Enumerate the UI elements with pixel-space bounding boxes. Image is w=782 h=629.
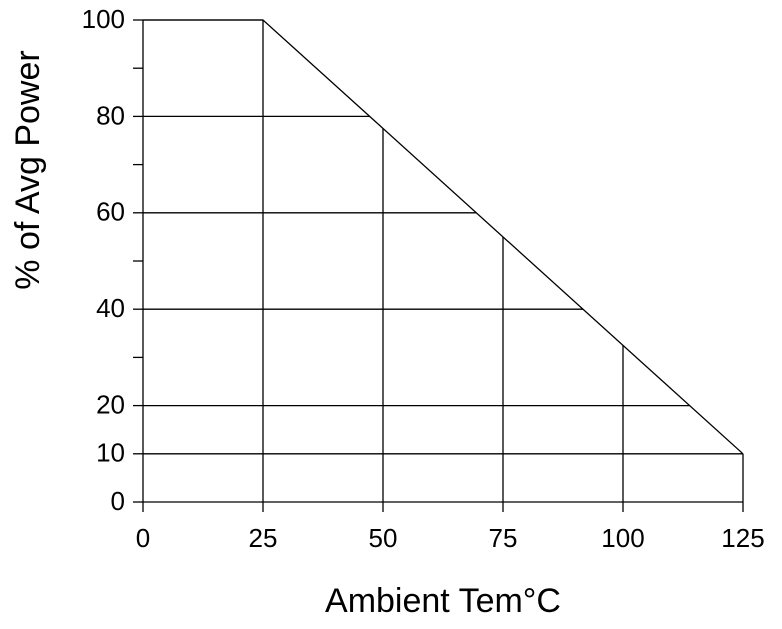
y-tick-label: 80 [96, 100, 125, 130]
x-tick-label: 75 [489, 523, 518, 553]
y-axis-title: % of Avg Power [9, 50, 47, 289]
x-axis-title: Ambient Tem°C [325, 582, 561, 620]
y-tick-label: 10 [96, 438, 125, 468]
x-tick-label: 25 [249, 523, 278, 553]
x-tick-label: 50 [369, 523, 398, 553]
line [143, 19, 744, 455]
y-tick-label: 100 [82, 4, 125, 34]
y-tick-label: 40 [96, 293, 125, 323]
y-tick-label: 0 [111, 486, 125, 516]
y-tick-label: 20 [96, 389, 125, 419]
x-tick-label: 0 [136, 523, 150, 553]
x-tick-label: 125 [721, 523, 764, 553]
x-tick-label: 100 [601, 523, 644, 553]
y-tick-label: 60 [96, 197, 125, 227]
